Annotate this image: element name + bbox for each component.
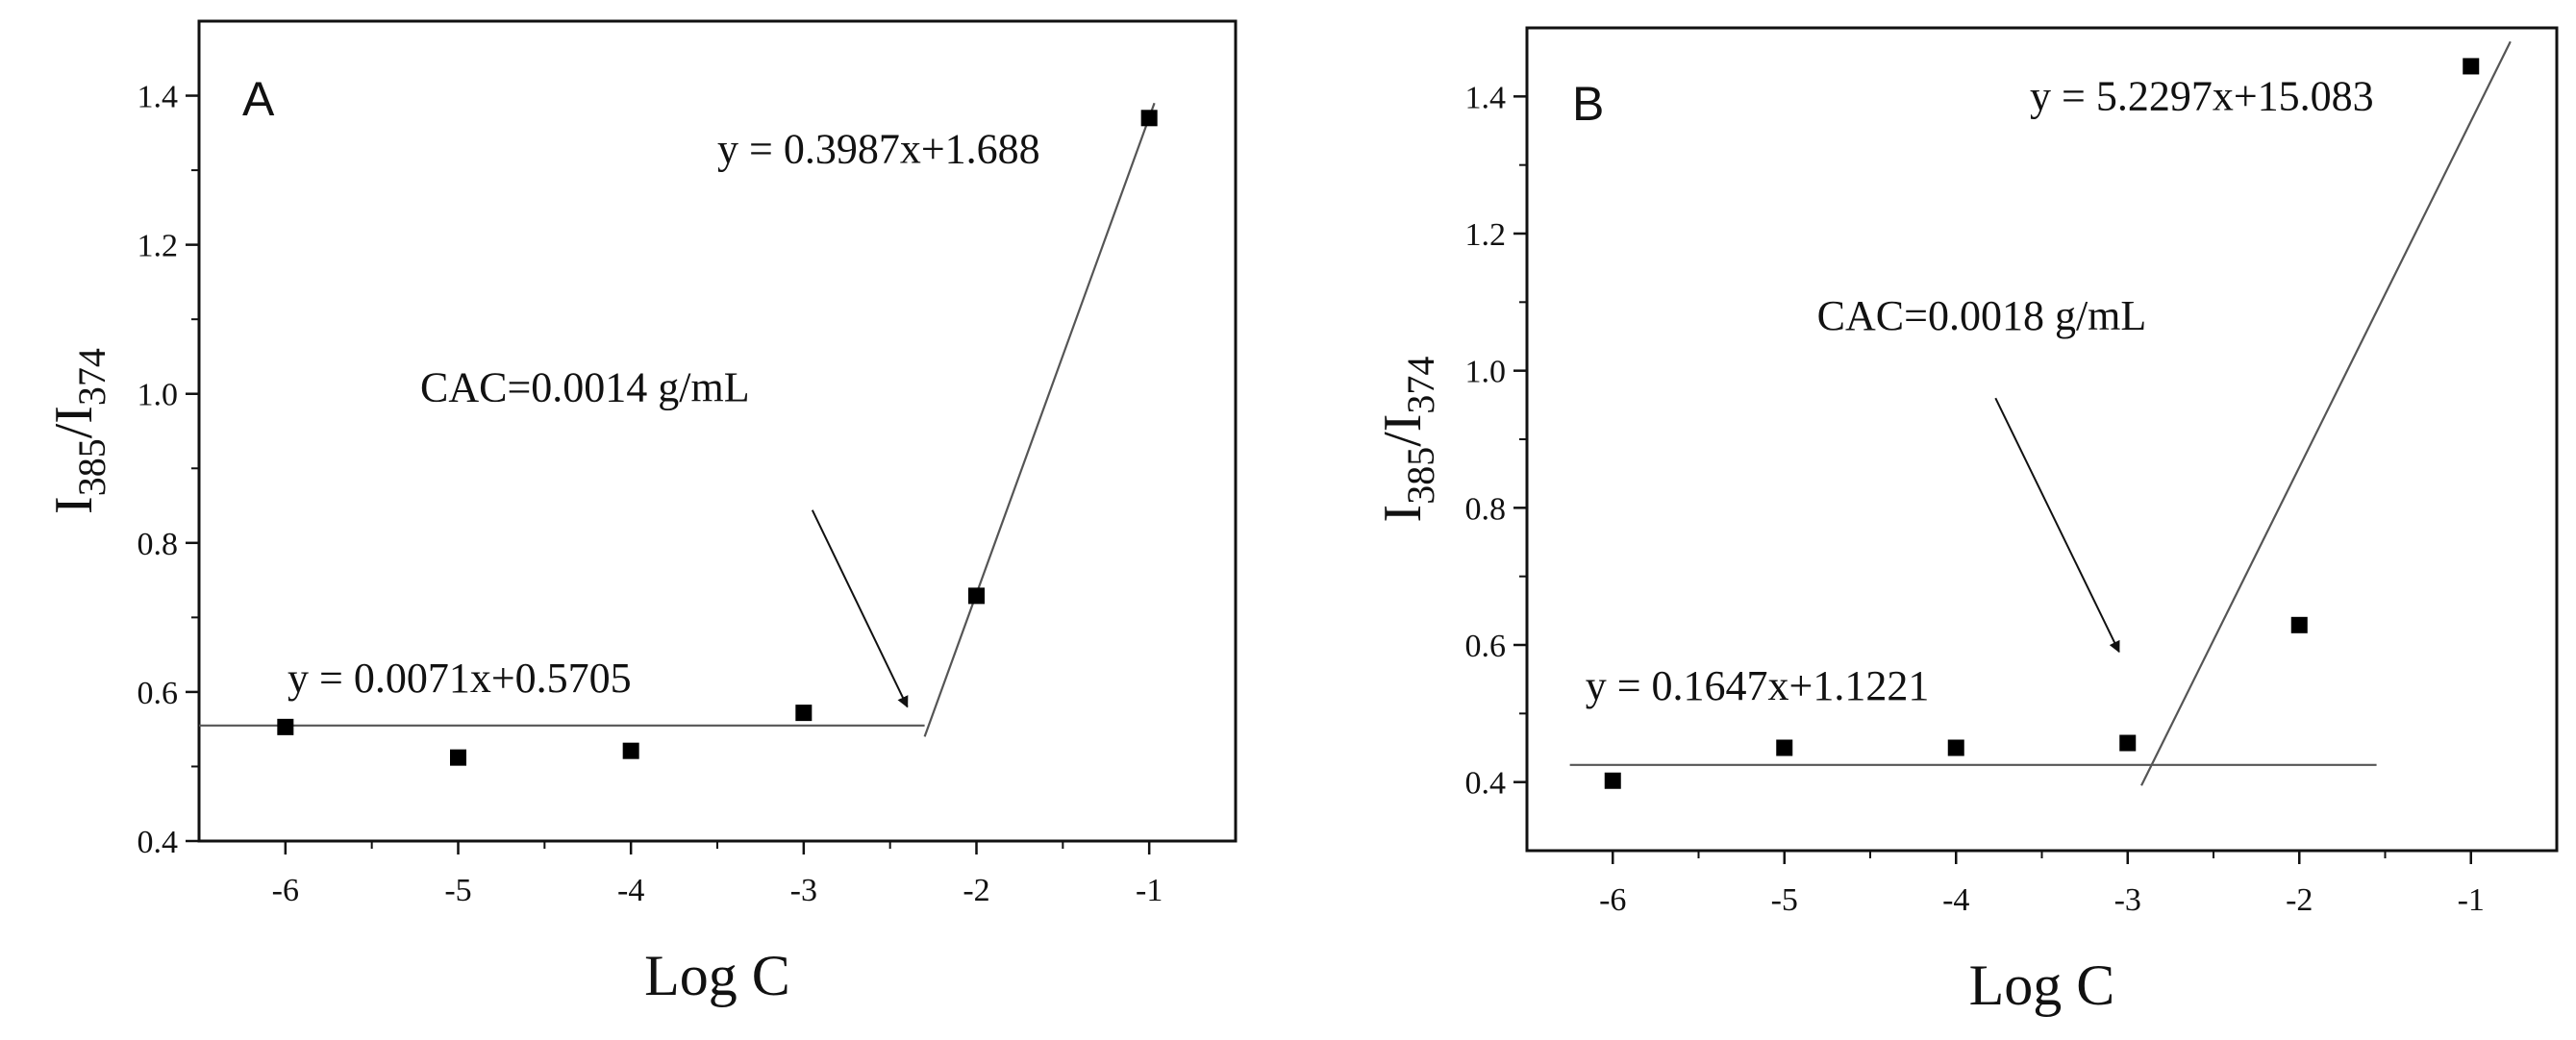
x-tick-label: -2	[2286, 882, 2313, 918]
data-point	[2290, 616, 2308, 633]
y-tick-label: 0.8	[138, 527, 179, 562]
y-tick-label: 1.2	[1465, 217, 1507, 253]
data-point	[1604, 772, 1621, 789]
x-tick-label: -3	[2114, 882, 2141, 918]
cac-arrow	[1994, 397, 2120, 654]
data-point	[2119, 734, 2137, 752]
x-tick-label: -4	[1942, 882, 1969, 918]
y-tick-label: 0.6	[138, 676, 179, 711]
fit-lines	[1569, 40, 2512, 786]
data-point	[1776, 739, 1793, 756]
panel-label: A	[242, 72, 275, 126]
data-point	[450, 749, 466, 766]
equation-label-steep: y = 5.2297x+15.083	[2030, 73, 2374, 120]
plot-frame	[1525, 26, 2559, 853]
fit-lines	[199, 102, 1156, 737]
x-tick-label: -5	[1771, 882, 1798, 918]
chart-panel-b: -6 -5 -4 -3 -2 -1 0.4 0.6 0.8 1.0 1.2 1.4 B y = 0.1…	[1373, 26, 2559, 1017]
x-tick-label: -1	[2458, 882, 2485, 918]
y-label-base: I	[44, 496, 104, 514]
data-points	[1604, 58, 2480, 789]
chart-panel-a: -6 -5 -4 -3 -2 -1 0.4 0.6 0.8 1.0 1.2 1.4 A y = 0.0…	[44, 19, 1238, 1007]
fit-line	[923, 102, 1156, 737]
equation-label-flat: y = 0.1647x+1.1221	[1586, 662, 1930, 709]
y-label-slash: /I	[44, 406, 104, 438]
x-tick-label: -3	[790, 873, 817, 908]
y-label-sub-385: 385	[70, 438, 113, 496]
data-point	[1947, 739, 1964, 756]
x-axis-label: Log C	[644, 944, 790, 1007]
y-tick-label: 1.0	[1465, 355, 1507, 390]
data-point	[795, 705, 813, 722]
y-axis-label: I385/I374	[44, 348, 113, 514]
x-tick-label: -2	[963, 873, 989, 908]
data-point	[968, 587, 985, 605]
equation-label-flat: y = 0.0071x+0.5705	[288, 655, 632, 702]
data-point	[277, 718, 294, 735]
y-tick-label: 1.2	[138, 229, 179, 264]
x-axis-label: Log C	[1969, 953, 2115, 1017]
x-tick-label: -1	[1136, 873, 1163, 908]
y-label-slash: /I	[1373, 414, 1433, 447]
data-point	[2463, 58, 2480, 75]
axis-ticks: -6 -5 -4 -3 -2 -1 0.4 0.6 0.8 1.0 1.2 1.4	[138, 80, 1163, 908]
y-tick-label: 0.8	[1465, 491, 1507, 527]
y-tick-label: 1.0	[138, 378, 179, 413]
data-points	[277, 110, 1158, 766]
y-tick-label: 1.4	[138, 80, 179, 115]
panel-label: B	[1572, 77, 1604, 131]
x-tick-label: -6	[1599, 882, 1626, 918]
y-label-sub-374: 374	[1399, 357, 1442, 414]
cac-annotation: CAC=0.0014 g/mL	[420, 363, 750, 410]
y-tick-label: 0.4	[138, 825, 179, 860]
y-label-base: I	[1373, 505, 1433, 523]
y-tick-label: 0.6	[1465, 629, 1507, 664]
x-tick-label: -5	[444, 873, 471, 908]
cac-annotation: CAC=0.0018 g/mL	[1817, 292, 2147, 339]
data-point	[1140, 110, 1158, 127]
cac-arrow	[811, 509, 909, 708]
x-tick-label: -4	[617, 873, 644, 908]
x-tick-label: -6	[272, 873, 299, 908]
axis-ticks: -6 -5 -4 -3 -2 -1 0.4 0.6 0.8 1.0 1.2 1.4	[1465, 80, 2485, 918]
y-tick-label: 1.4	[1465, 80, 1507, 115]
y-label-sub-374: 374	[70, 348, 113, 406]
y-label-sub-385: 385	[1399, 447, 1442, 505]
y-tick-label: 0.4	[1465, 766, 1507, 802]
y-axis-label: I385/I374	[1373, 357, 1442, 523]
fit-line	[2140, 40, 2512, 786]
data-point	[622, 742, 639, 759]
equation-label-steep: y = 0.3987x+1.688	[717, 125, 1040, 172]
